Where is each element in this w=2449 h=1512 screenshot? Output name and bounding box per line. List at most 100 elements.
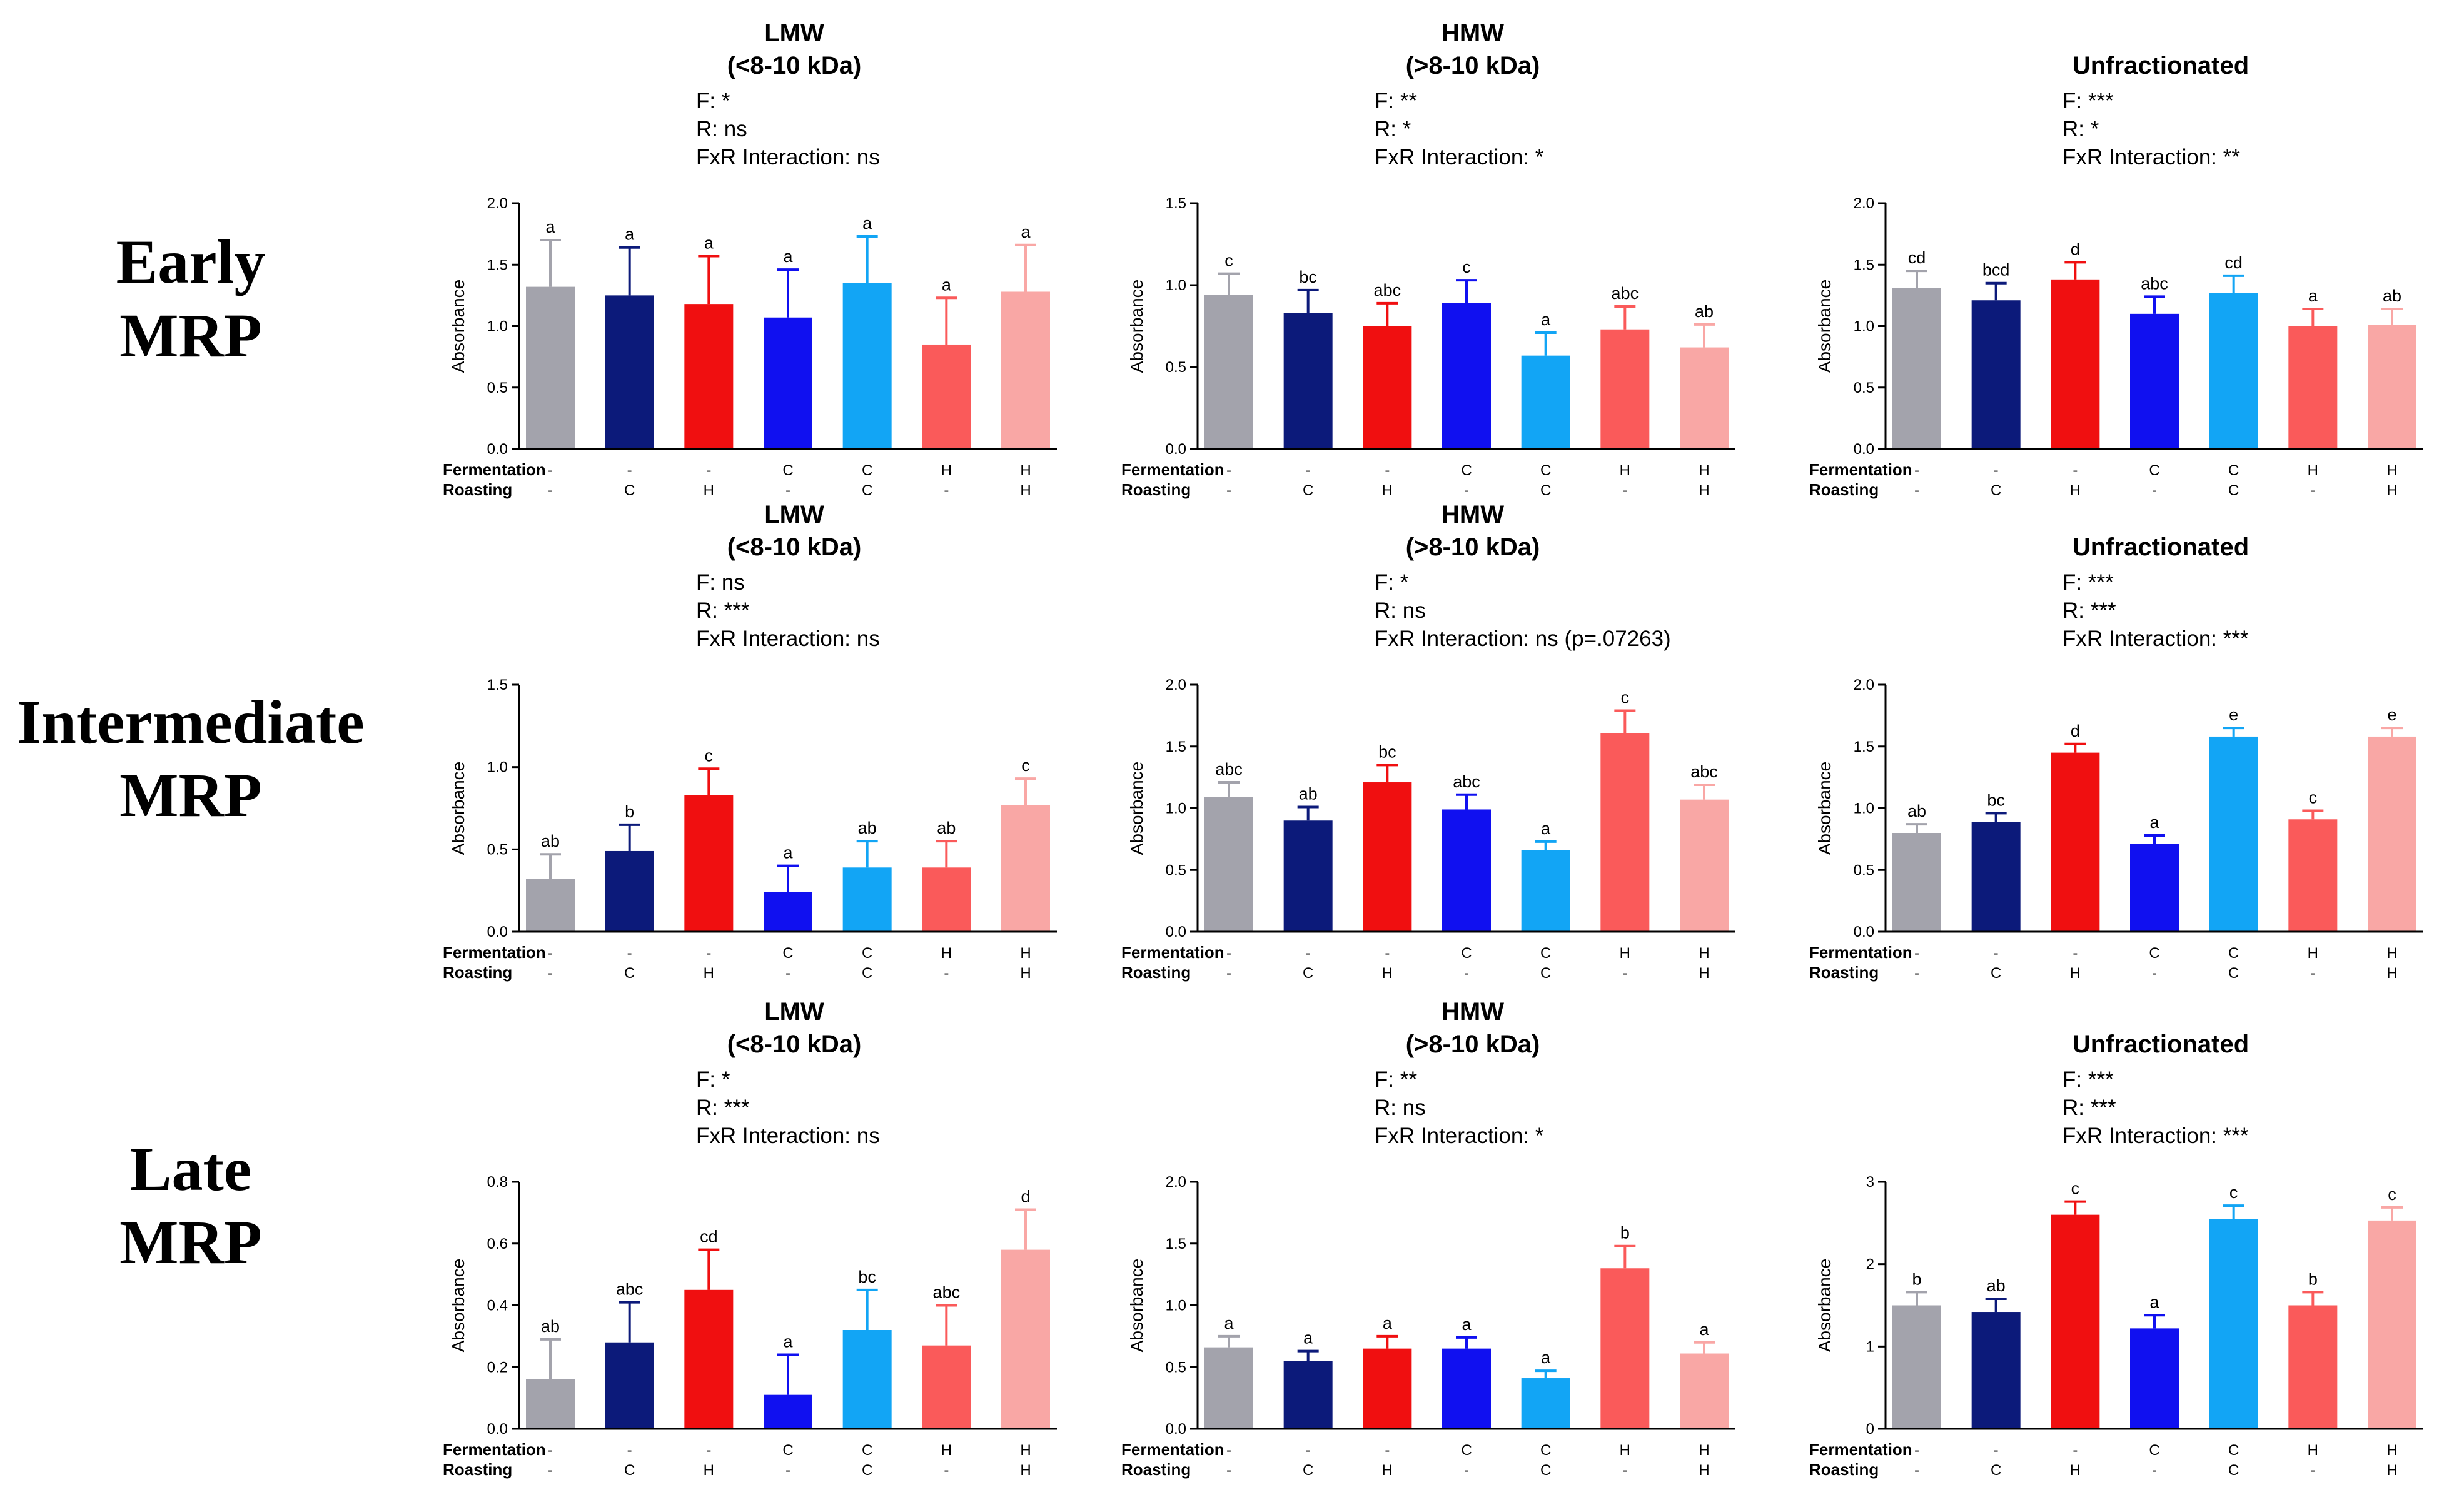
y-axis-label: Absorbance [1127, 762, 1146, 855]
fermentation-label: Fermentation [1121, 460, 1224, 479]
y-tick-label: 0.5 [1166, 862, 1186, 879]
roasting-value: C [2228, 1462, 2239, 1479]
y-tick-label: 1.0 [487, 318, 508, 335]
roasting-value: - [1464, 482, 1469, 499]
group-label: ab [858, 819, 877, 837]
roasting-value: - [944, 965, 949, 982]
panel-title: LMW [764, 998, 824, 1026]
y-tick-label: 0.0 [487, 1421, 508, 1438]
fermentation-value: - [1226, 945, 1231, 962]
bar [526, 286, 575, 449]
roasting-value: H [704, 965, 714, 982]
group-label: abc [1612, 284, 1639, 303]
fermentation-value: C [1540, 462, 1551, 479]
bar [1283, 1361, 1333, 1429]
group-label: bc [1987, 790, 2005, 809]
fermentation-value: - [548, 945, 553, 962]
group-label: ab [1695, 302, 1714, 321]
group-label: a [1699, 1320, 1709, 1339]
chart-panel-4: F: ns R: *** FxR Interaction: ns LMW (<8-10 … [443, 501, 1057, 982]
roasting-value: H [2070, 482, 2081, 499]
roasting-value: H [2070, 1462, 2081, 1479]
fermentation-value: - [548, 1442, 553, 1459]
y-tick-label: 0.0 [1166, 924, 1186, 940]
roasting-value: C [862, 965, 872, 982]
fermentation-value: - [1306, 462, 1311, 479]
fermentation-value: - [1306, 1442, 1311, 1459]
bar [1363, 782, 1412, 932]
y-axis-label: Absorbance [1815, 762, 1834, 855]
bar [1680, 1353, 1729, 1429]
fermentation-value: - [2073, 945, 2078, 962]
roasting-value: - [1914, 1462, 1919, 1479]
fermentation-label: Fermentation [443, 943, 546, 962]
bar [605, 1342, 654, 1429]
fermentation-value: - [1385, 462, 1390, 479]
group-label: bc [858, 1268, 876, 1286]
fermentation-value: C [2228, 945, 2239, 962]
group-label: a [1541, 310, 1551, 329]
panel-title: LMW [764, 501, 824, 528]
stat-line: FxR Interaction: ns (p=.07263) [1375, 627, 1671, 651]
chart-panel-7: F: * R: *** FxR Interaction: ns LMW (<8-10 k… [443, 998, 1057, 1479]
bar [2130, 844, 2179, 932]
bar [2051, 279, 2100, 449]
roasting-value: - [2310, 1462, 2315, 1479]
group-label: c [1621, 688, 1630, 707]
roasting-value: - [1226, 482, 1231, 499]
fermentation-value: - [706, 945, 711, 962]
stat-line: R: ns [1375, 598, 1426, 623]
y-tick-label: 1.0 [1854, 800, 1874, 817]
stat-line: FxR Interaction: ** [2063, 145, 2240, 169]
roasting-value: - [2152, 482, 2157, 499]
row-label-intermediate-line1: Intermediate [17, 687, 364, 757]
fermentation-value: - [627, 945, 632, 962]
group-label: abc [933, 1283, 961, 1302]
group-label: d [2071, 239, 2080, 258]
stat-line: F: * [696, 89, 730, 113]
roasting-value: H [2386, 965, 2397, 982]
roasting-value: - [785, 1462, 790, 1479]
roasting-value: - [1464, 1462, 1469, 1479]
y-tick-label: 1 [1866, 1338, 1874, 1355]
bar [922, 344, 971, 449]
stat-line: FxR Interaction: *** [2063, 627, 2249, 651]
roasting-value: H [1020, 482, 1031, 499]
roasting-label: Roasting [443, 1460, 512, 1479]
y-tick-label: 2.0 [1854, 677, 1874, 693]
stat-line: FxR Interaction: ns [696, 627, 880, 651]
group-label: bc [1299, 268, 1317, 286]
group-label: cd [700, 1227, 718, 1246]
bar [2368, 736, 2416, 932]
roasting-value: - [1226, 1462, 1231, 1479]
y-tick-label: 0.0 [487, 924, 508, 940]
roasting-value: C [1991, 1462, 2001, 1479]
roasting-value: H [1699, 482, 1709, 499]
roasting-value: - [1226, 965, 1231, 982]
group-label: d [2071, 722, 2080, 740]
group-label: a [942, 275, 952, 294]
roasting-value: C [2228, 965, 2239, 982]
y-tick-label: 0.0 [487, 441, 508, 458]
stat-line: FxR Interaction: * [1375, 1124, 1544, 1148]
bar [1283, 313, 1333, 449]
fermentation-value: H [2308, 945, 2318, 962]
y-tick-label: 1.0 [1166, 277, 1186, 294]
roasting-label: Roasting [1809, 480, 1879, 499]
stat-line: R: ns [696, 117, 747, 141]
fermentation-value: - [1306, 945, 1311, 962]
roasting-label: Roasting [443, 480, 512, 499]
fermentation-value: H [1020, 1442, 1031, 1459]
stat-line: F: *** [2063, 1067, 2114, 1092]
bar [1971, 300, 2021, 449]
roasting-value: H [2386, 482, 2397, 499]
bar [1680, 347, 1729, 449]
y-tick-label: 1.5 [1166, 195, 1186, 212]
fermentation-value: C [862, 1442, 872, 1459]
roasting-value: C [2228, 482, 2239, 499]
group-label: c [1224, 251, 1233, 270]
group-label: a [1541, 1348, 1551, 1367]
bar [1521, 850, 1570, 932]
fermentation-value: H [941, 945, 952, 962]
